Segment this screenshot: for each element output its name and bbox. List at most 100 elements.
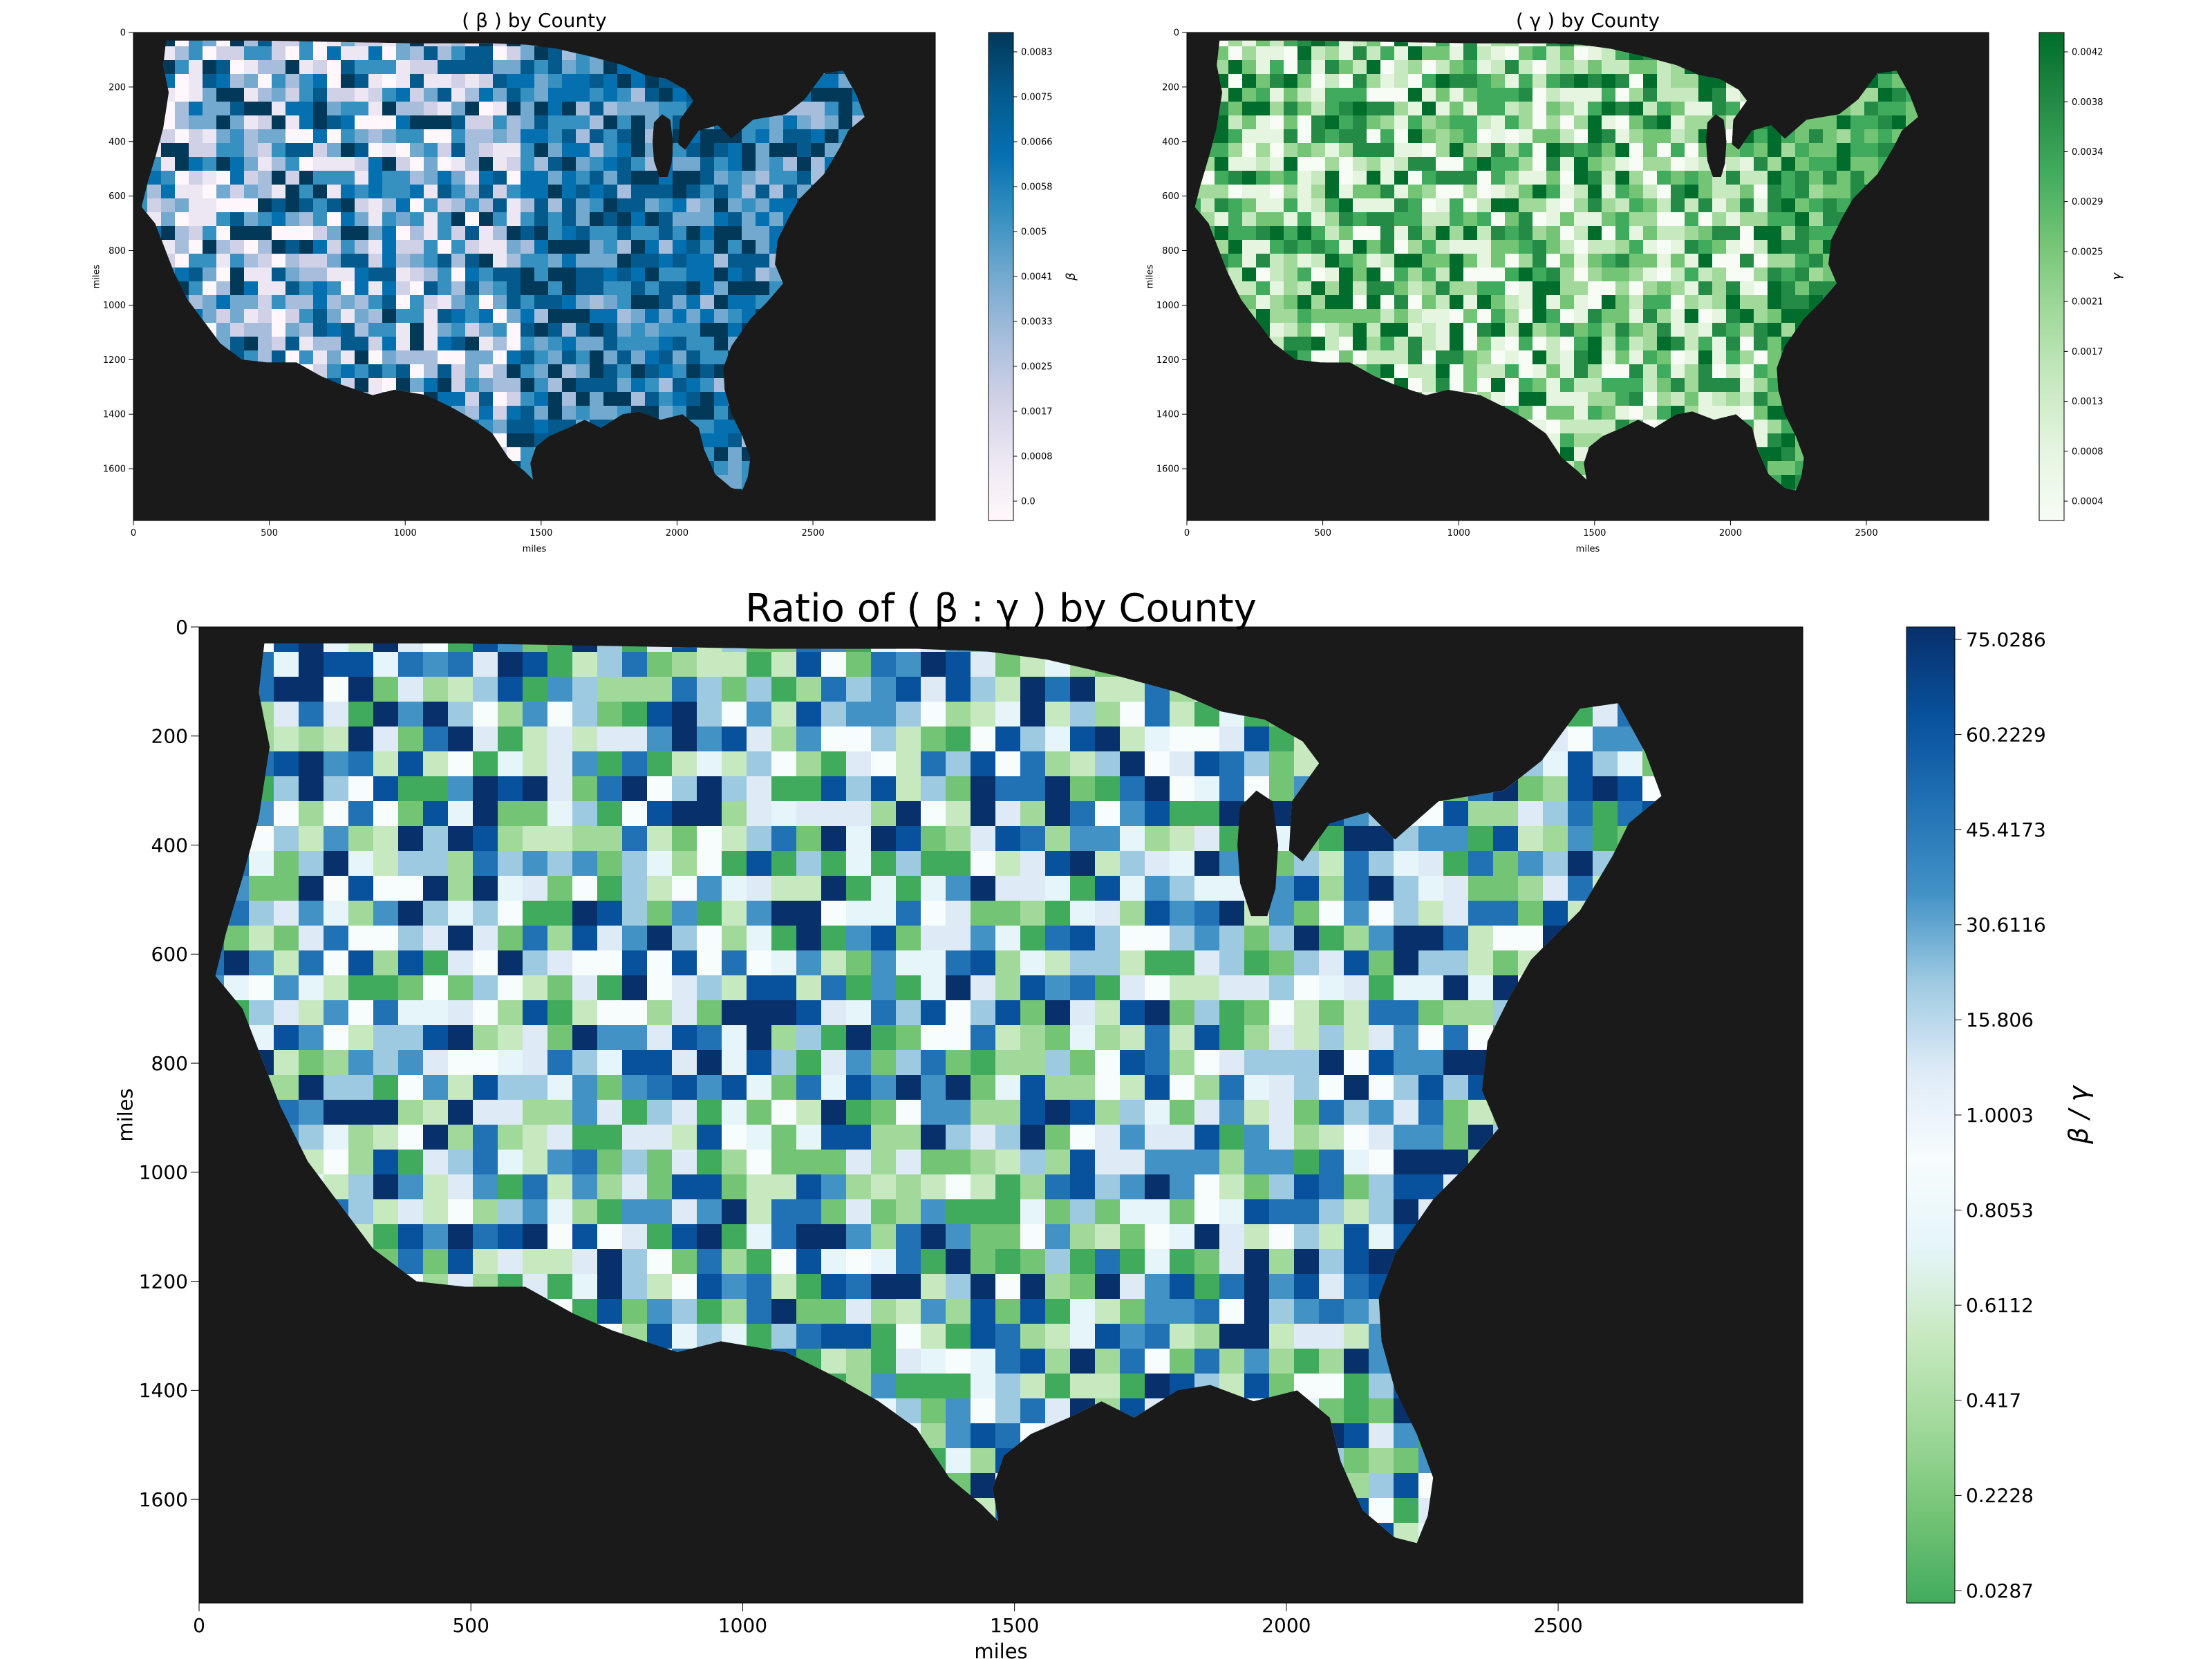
county-cell: [1698, 268, 1712, 281]
county-cell: [299, 1597, 324, 1647]
county-cell: [1574, 143, 1588, 157]
county-cell: [285, 74, 299, 88]
county-cell: [659, 88, 673, 102]
county-cell: [1533, 60, 1546, 74]
county-cell: [523, 677, 547, 702]
county-cell: [1284, 323, 1297, 337]
county-cell: [424, 212, 438, 226]
county-cell: [1615, 254, 1629, 268]
county-cell: [1477, 74, 1491, 88]
county-cell: [576, 350, 590, 364]
county-cell: [1242, 143, 1256, 157]
county-cell: [547, 1249, 572, 1274]
county-cell: [1519, 364, 1533, 378]
county-cell: [1367, 337, 1380, 350]
county-cell: [1685, 254, 1698, 268]
county-cell: [1685, 323, 1698, 337]
county-cell: [465, 115, 479, 129]
county-cell: [825, 102, 838, 115]
y-tick-label: 0: [120, 28, 126, 39]
county-cell: [590, 406, 603, 420]
county-cell: [203, 240, 216, 254]
county-cell: [473, 950, 498, 975]
county-cell: [274, 1000, 299, 1025]
county-cell: [1367, 281, 1380, 295]
county-cell: [451, 226, 465, 240]
county-cell: [1754, 226, 1768, 240]
county-cell: [355, 337, 368, 350]
county-cell: [1615, 268, 1629, 281]
y-tick-label: 1200: [1156, 355, 1179, 366]
county-cell: [1311, 40, 1325, 46]
county-cell: [438, 295, 451, 309]
county-cell: [1491, 143, 1505, 157]
county-cell: [1560, 295, 1574, 309]
county-cell: [1864, 129, 1878, 143]
county-cell: [493, 129, 507, 143]
county-cell: [327, 226, 341, 240]
county-cell: [523, 1597, 572, 1647]
county-cell: [700, 433, 714, 447]
county-cell: [1325, 60, 1339, 74]
county-cell: [1477, 143, 1491, 157]
county-cell: [1588, 378, 1602, 392]
county-cell: [1643, 143, 1657, 157]
county-cell: [811, 102, 825, 115]
county-cell: [617, 392, 631, 406]
y-tick-label: 800: [1162, 246, 1179, 256]
county-cell: [272, 350, 285, 364]
county-cell: [313, 226, 327, 240]
county-cell: [341, 323, 355, 337]
county-cell: [673, 157, 686, 171]
county-cell: [728, 226, 742, 240]
county-cell: [1353, 102, 1367, 115]
county-cell: [465, 129, 479, 143]
county-cell: [645, 88, 659, 102]
county-cell: [1629, 323, 1643, 337]
county-cell: [230, 115, 244, 129]
county-cell: [1394, 254, 1408, 268]
county-cell: [1450, 254, 1463, 268]
county-cell: [230, 337, 244, 350]
county-cell: [1629, 171, 1643, 185]
county-cell: [769, 171, 783, 185]
county-cell: [1574, 364, 1588, 378]
county-cell: [230, 60, 244, 74]
county-cell: [479, 226, 493, 240]
colorbar-label: β: [1064, 272, 1078, 281]
county-cell: [1671, 281, 1685, 295]
county-cell: [700, 185, 714, 198]
county-cell: [1657, 268, 1671, 281]
county-cell: [1795, 268, 1809, 281]
county-cell: [1533, 281, 1546, 295]
county-cell: [521, 212, 534, 226]
county-cell: [572, 652, 597, 677]
county-cell: [199, 1597, 249, 1647]
county-cell: [285, 309, 299, 323]
county-cell: [1339, 74, 1353, 88]
county-cell: [1450, 309, 1463, 323]
county-cell: [1560, 268, 1574, 281]
county-cell: [1588, 102, 1602, 115]
county-cell: [1768, 185, 1781, 198]
county-cell: [299, 826, 324, 851]
county-cell: [1394, 157, 1408, 171]
county-cell: [1215, 143, 1228, 157]
county-cell: [368, 240, 382, 254]
county-cell: [398, 677, 423, 702]
county-cell: [1560, 240, 1574, 254]
county-cell: [645, 102, 659, 115]
x-tick-label: 2000: [1719, 528, 1742, 538]
county-cell: [396, 268, 410, 281]
county-cell: [1284, 337, 1297, 350]
county-cell: [396, 212, 410, 226]
county-cell: [396, 129, 410, 143]
county-cell: [1256, 115, 1270, 129]
county-cell: [424, 88, 438, 102]
county-cell: [1615, 364, 1629, 378]
county-cell: [1754, 337, 1768, 350]
county-cell: [1546, 364, 1560, 378]
county-cell: [631, 309, 645, 323]
county-cell: [382, 323, 396, 337]
